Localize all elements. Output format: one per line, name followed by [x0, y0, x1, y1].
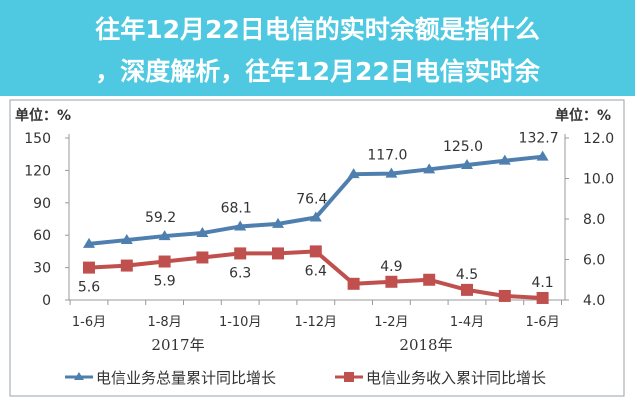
overlay-title-line-1: 往年12月22日电信的实时余额是指什么 [95, 15, 540, 44]
data-label: 6.3 [229, 265, 251, 281]
data-point-triangle [83, 237, 95, 248]
right-tick-label: 8.0 [583, 212, 605, 228]
data-point-square [83, 261, 95, 274]
data-point-square [196, 251, 209, 264]
year-label-2018: 2018年 [399, 336, 452, 354]
title-overlay-banner: 往年12月22日电信的实时余额是指什么 ，深度解析，往年12月22日电信实时余 [0, 0, 635, 96]
left-tick-label: 90 [33, 196, 51, 212]
x-tick-label: 1-8月 [147, 315, 181, 330]
data-label: 117.0 [367, 148, 407, 164]
left-tick-label: 30 [33, 261, 51, 277]
left-unit-label: 单位：% [15, 107, 71, 124]
right-tick-label: 12.0 [583, 131, 614, 147]
data-point-triangle [385, 167, 398, 178]
x-tick-label: 1-12月 [295, 315, 338, 330]
right-tick-label: 6.0 [583, 253, 605, 269]
data-label: 125.0 [443, 139, 483, 155]
data-point-triangle [234, 220, 247, 231]
data-point-triangle [158, 230, 171, 241]
data-point-triangle [120, 234, 133, 245]
x-tick-label: 1-2月 [374, 315, 408, 330]
data-point-triangle [423, 163, 436, 174]
data-point-triangle [196, 227, 209, 238]
data-point-square [158, 255, 171, 268]
data-point-triangle [461, 159, 473, 169]
data-point-square [385, 275, 398, 288]
data-label: 4.5 [456, 267, 478, 283]
legend-label-0: 电信业务总量累计同比增长 [96, 369, 276, 387]
data-point-triangle [498, 154, 511, 165]
data-label: 68.1 [221, 200, 252, 216]
legend-label-1: 电信业务收入累计同比增长 [366, 369, 546, 387]
data-point-square [347, 277, 360, 290]
data-label: 5.6 [78, 280, 100, 296]
data-point-square [120, 259, 133, 272]
right-tick-label: 4.0 [583, 293, 605, 309]
data-point-square [272, 247, 284, 260]
left-tick-label: 0 [42, 293, 51, 309]
left-tick-label: 60 [33, 228, 51, 244]
data-label: 5.9 [153, 274, 175, 290]
data-label: 6.4 [305, 263, 327, 279]
data-point-triangle [309, 211, 322, 222]
data-label: 132.7 [519, 131, 559, 147]
right-tick-label: 10.0 [583, 172, 614, 188]
data-point-triangle [272, 217, 284, 228]
data-point-square [461, 283, 473, 296]
data-point-square [423, 273, 436, 286]
data-label: 4.1 [531, 275, 553, 291]
data-label: 59.2 [145, 210, 176, 226]
left-tick-label: 150 [24, 131, 51, 147]
x-tick-label: 1-6月 [72, 315, 106, 330]
x-tick-label: 1-10月 [219, 315, 262, 330]
legend-marker-square [344, 372, 354, 382]
data-point-triangle [347, 168, 360, 179]
data-label: 76.4 [296, 191, 327, 207]
data-point-square [498, 289, 511, 302]
data-point-square [234, 247, 247, 260]
x-tick-label: 1-6月 [525, 315, 559, 330]
left-tick-label: 120 [24, 163, 51, 179]
data-point-square [536, 291, 549, 304]
data-label: 4.9 [380, 259, 402, 275]
overlay-title-line-2: ，深度解析，往年12月22日电信实时余 [95, 57, 540, 86]
data-point-square [309, 245, 322, 258]
data-point-triangle [536, 150, 549, 161]
right-unit-label: 单位：% [555, 107, 611, 124]
year-label-2017: 2017年 [151, 336, 204, 354]
legend-marker-triangle [74, 372, 84, 380]
x-tick-label: 1-4月 [450, 315, 484, 330]
